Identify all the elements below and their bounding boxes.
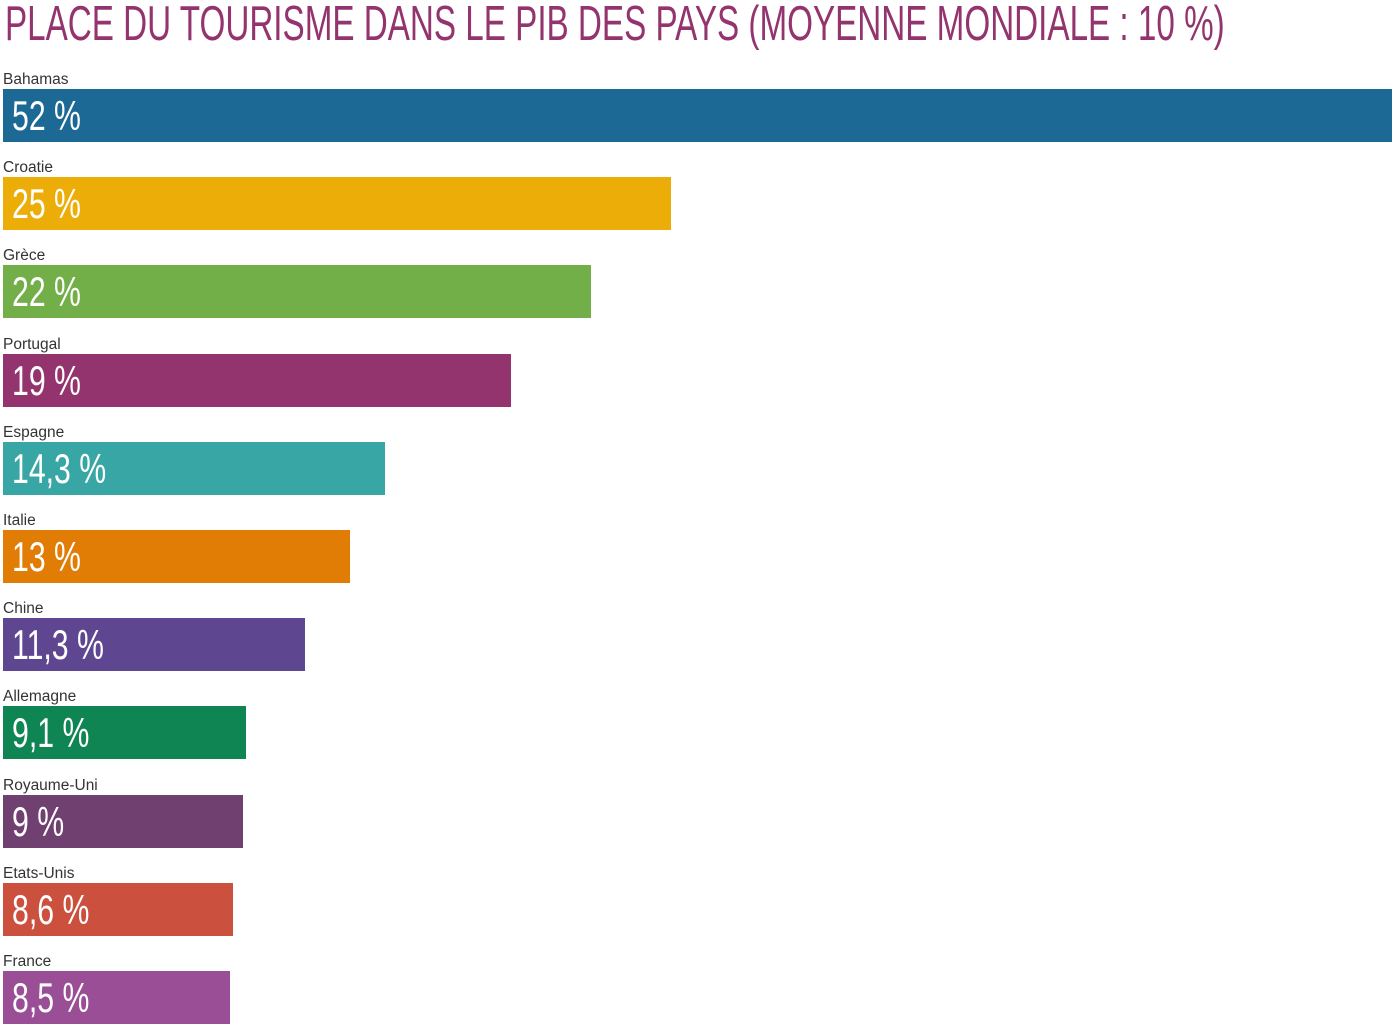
data-label-italie: 13 % bbox=[12, 533, 81, 580]
data-label-espagne: 14,3 % bbox=[12, 444, 107, 492]
bar-etats-unis: 8,6 % bbox=[3, 882, 233, 936]
bar-italie: 13 % bbox=[3, 530, 351, 583]
bar-portugal: 19 % bbox=[3, 353, 511, 407]
category-label-espagne: Espagne bbox=[3, 423, 65, 441]
category-label-chine: Chine bbox=[3, 600, 44, 618]
data-label-chine: 11,3 % bbox=[12, 621, 104, 669]
data-label-etats-unis: 8,6 % bbox=[12, 885, 90, 933]
bar-royaume-uni: 9 % bbox=[3, 794, 244, 848]
category-label-portugal: Portugal bbox=[3, 335, 61, 353]
category-label-allemagne: Allemagne bbox=[3, 688, 77, 706]
bar-croatie: 25 % bbox=[3, 177, 671, 231]
bar-allemagne: 9,1 % bbox=[3, 706, 247, 760]
bar-grece: 22 % bbox=[3, 265, 591, 319]
bar-bahamas: 52 % bbox=[3, 89, 1392, 142]
data-label-france: 8,5 % bbox=[12, 974, 90, 1021]
category-label-royaume-uni: Royaume-Uni bbox=[3, 776, 98, 794]
category-label-croatie: Croatie bbox=[3, 159, 53, 177]
category-label-grece: Grèce bbox=[3, 247, 46, 265]
category-label-bahamas: Bahamas bbox=[3, 71, 69, 88]
data-label-bahamas: 52 % bbox=[12, 92, 81, 139]
data-label-royaume-uni: 9 % bbox=[12, 797, 65, 845]
bar-chine: 11,3 % bbox=[3, 618, 305, 672]
category-label-france: France bbox=[3, 953, 52, 970]
data-label-allemagne: 9,1 % bbox=[12, 709, 90, 757]
data-label-croatie: 25 % bbox=[12, 180, 81, 228]
bar-espagne: 14,3 % bbox=[3, 441, 385, 495]
data-label-portugal: 19 % bbox=[12, 356, 81, 404]
bar-france: 8,5 % bbox=[3, 971, 231, 1024]
category-label-etats-unis: Etats-Unis bbox=[3, 864, 75, 882]
data-label-grece: 22 % bbox=[12, 268, 81, 316]
category-label-italie: Italie bbox=[3, 512, 36, 529]
chart-title: PLACE DU TOURISME DANS LE PIB DES PAYS (… bbox=[5, 0, 1225, 51]
